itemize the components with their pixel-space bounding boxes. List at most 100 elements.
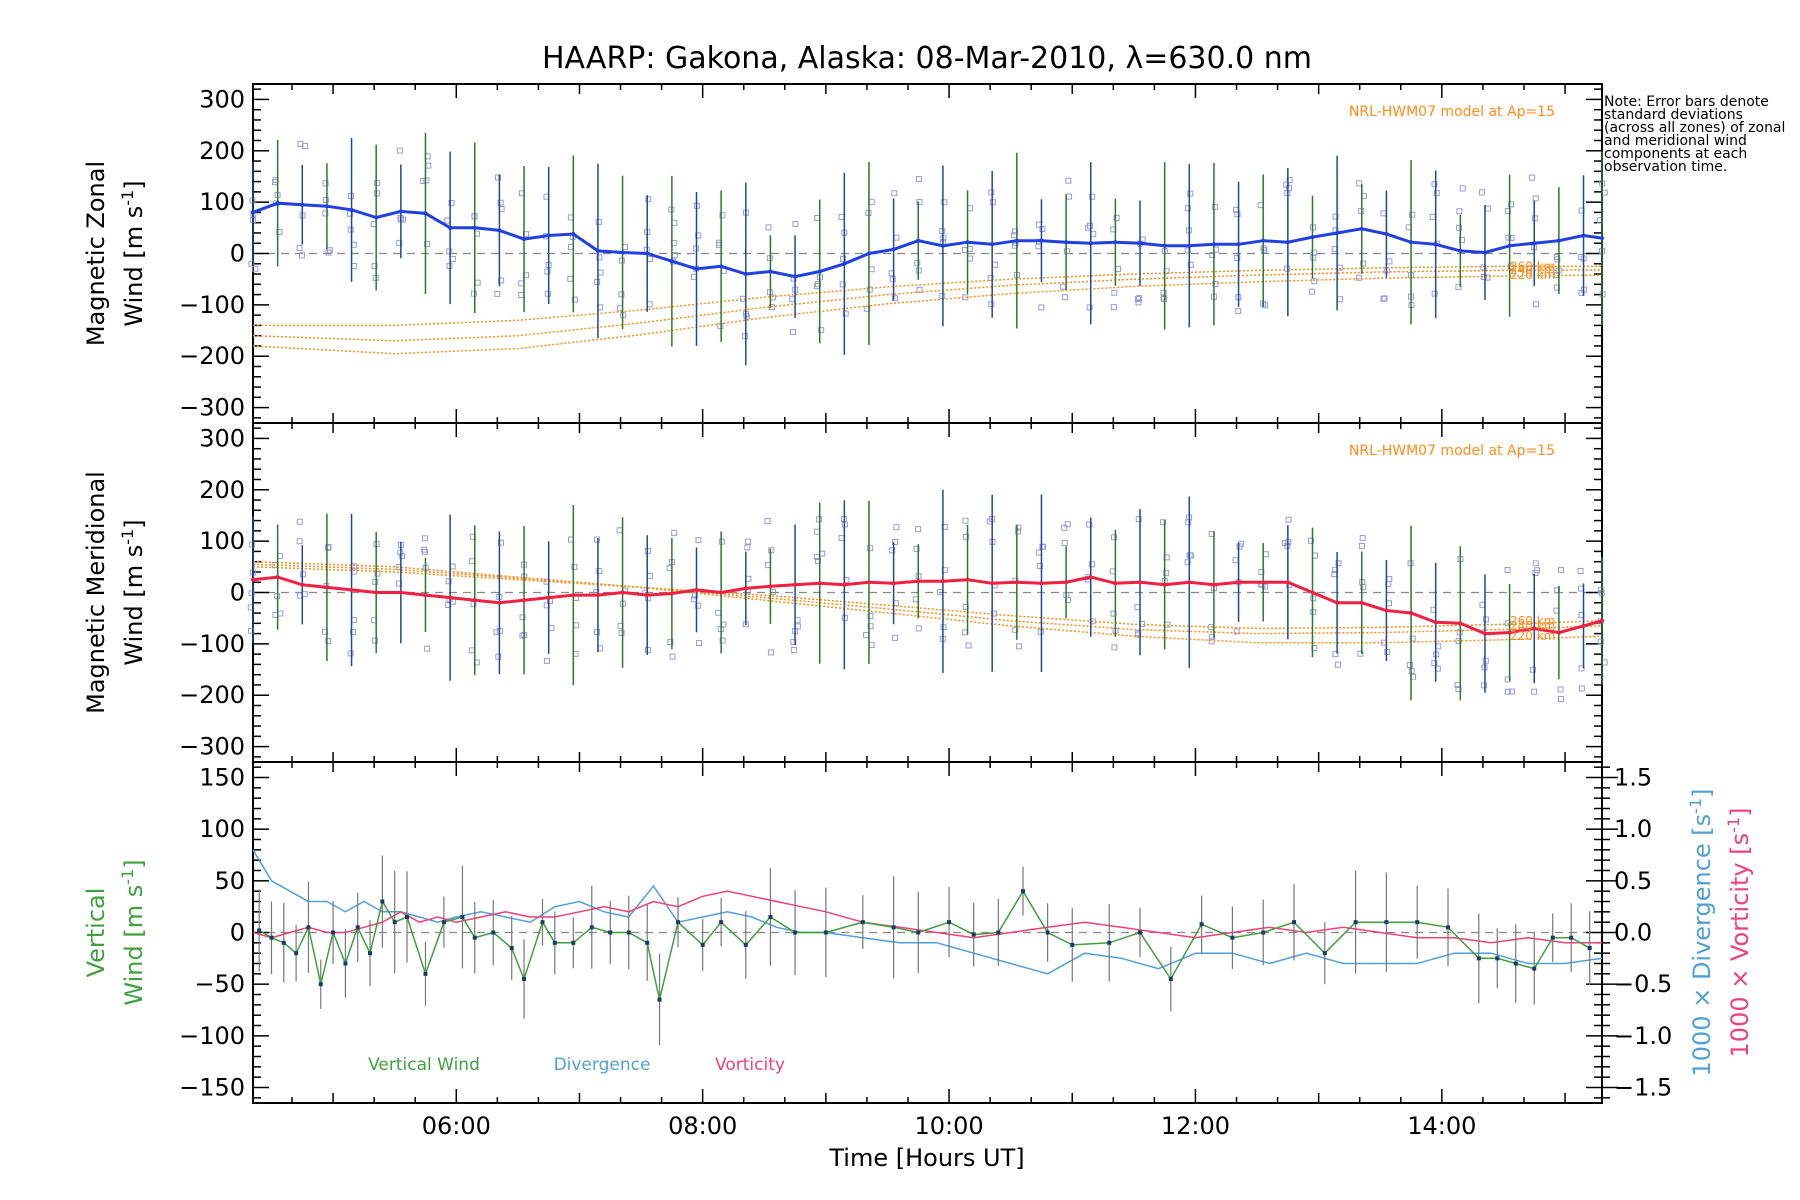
panels: −300 −200 −100 0 100 200 300 Magnetic Zonal Wind… <box>82 83 1754 1140</box>
data-point <box>891 247 896 252</box>
y-tick-label: −150 <box>179 1074 245 1102</box>
sample-point <box>1334 661 1341 668</box>
data-point <box>1187 243 1192 248</box>
main-series-line <box>252 201 1603 279</box>
data-point <box>1556 630 1561 635</box>
y-tick-label: −100 <box>179 291 245 319</box>
sample-point <box>1433 190 1440 197</box>
sample-point <box>791 647 798 654</box>
sample-point <box>448 199 455 206</box>
sample-point <box>695 537 702 544</box>
sample-point <box>962 517 969 524</box>
vertical-wind-point <box>1446 925 1451 930</box>
data-point <box>1458 248 1463 253</box>
y-tick-label: 50 <box>214 867 245 895</box>
sample-point <box>248 260 255 267</box>
vertical-wind-point <box>1020 889 1025 894</box>
sample-point <box>1163 569 1170 576</box>
data-point <box>571 231 576 236</box>
sample-point <box>1065 177 1072 184</box>
data-point <box>793 274 798 279</box>
sample-point <box>671 529 678 536</box>
sample-point <box>839 281 846 288</box>
vertical-wind-point <box>626 930 631 935</box>
sample-point <box>595 218 602 225</box>
sample-point <box>1532 301 1539 308</box>
sample-point <box>1111 644 1118 651</box>
sample-point <box>767 649 774 656</box>
sample-point <box>967 205 974 212</box>
data-point <box>251 577 255 582</box>
vertical-wind-point <box>472 935 477 940</box>
sample-point <box>813 528 820 535</box>
sample-point <box>493 629 500 636</box>
data-point <box>1236 580 1241 585</box>
sample-point <box>1064 248 1071 255</box>
sample-point <box>1360 260 1367 267</box>
data-point <box>940 579 945 584</box>
data-point <box>497 228 502 233</box>
sample-point <box>1508 201 1515 208</box>
data-point <box>669 259 674 264</box>
vertical-wind-point <box>355 925 360 930</box>
y2-tick-label: −1.5 <box>1614 1074 1672 1102</box>
data-point <box>866 251 871 256</box>
sample-point <box>1479 601 1486 608</box>
data-point <box>916 579 921 584</box>
data-point <box>1261 580 1266 585</box>
data-point <box>571 593 576 598</box>
data-point <box>497 600 502 605</box>
data-point <box>1310 235 1315 240</box>
sample-point <box>596 254 603 261</box>
sample-point <box>495 653 502 660</box>
data-point <box>1384 231 1389 236</box>
sample-point <box>1597 638 1604 645</box>
data-point <box>472 598 477 603</box>
x-tick-label: 06:00 <box>422 1112 491 1140</box>
data-point <box>374 590 379 595</box>
sample-point <box>424 241 431 248</box>
sample-point <box>618 291 625 298</box>
sample-point <box>618 630 625 637</box>
sample-point <box>1086 521 1093 528</box>
vertical-wind-point <box>645 940 650 945</box>
x-tick-label: 12:00 <box>1161 1112 1230 1140</box>
sample-point <box>867 613 874 620</box>
vertical-wind-point <box>823 930 828 935</box>
data-point <box>1482 250 1487 255</box>
vertical-wind-point <box>1353 920 1358 925</box>
data-point <box>595 248 600 253</box>
sample-point <box>838 535 845 542</box>
sample-point <box>374 190 381 197</box>
sample-point <box>1557 686 1564 693</box>
sample-point <box>446 248 453 255</box>
sample-point <box>644 646 651 653</box>
data-point <box>1482 631 1487 636</box>
sample-point <box>914 259 921 266</box>
sample-point <box>1015 524 1022 531</box>
vertical-wind-point <box>793 930 798 935</box>
sample-point <box>396 239 403 246</box>
data-point <box>595 593 600 598</box>
sample-point <box>1089 193 1096 200</box>
sample-point <box>1208 638 1215 645</box>
sample-point <box>1134 604 1141 611</box>
data-point <box>1507 630 1512 635</box>
data-point <box>891 581 896 586</box>
sample-point <box>1456 224 1463 231</box>
vertical-wind-point <box>1550 935 1555 940</box>
sample-point <box>1357 650 1364 657</box>
sample-point <box>325 544 332 551</box>
sample-point <box>866 286 873 293</box>
sample-point <box>1212 203 1219 210</box>
data-point <box>1532 241 1537 246</box>
sample-point <box>1307 537 1314 544</box>
sample-point <box>1110 304 1117 311</box>
y-tick-label: 0 <box>230 919 245 947</box>
y-tick-label: 300 <box>199 85 245 113</box>
y-tick-label: −100 <box>179 1022 245 1050</box>
sample-point <box>1384 648 1391 655</box>
sample-point <box>765 224 772 231</box>
sample-point <box>497 199 504 206</box>
